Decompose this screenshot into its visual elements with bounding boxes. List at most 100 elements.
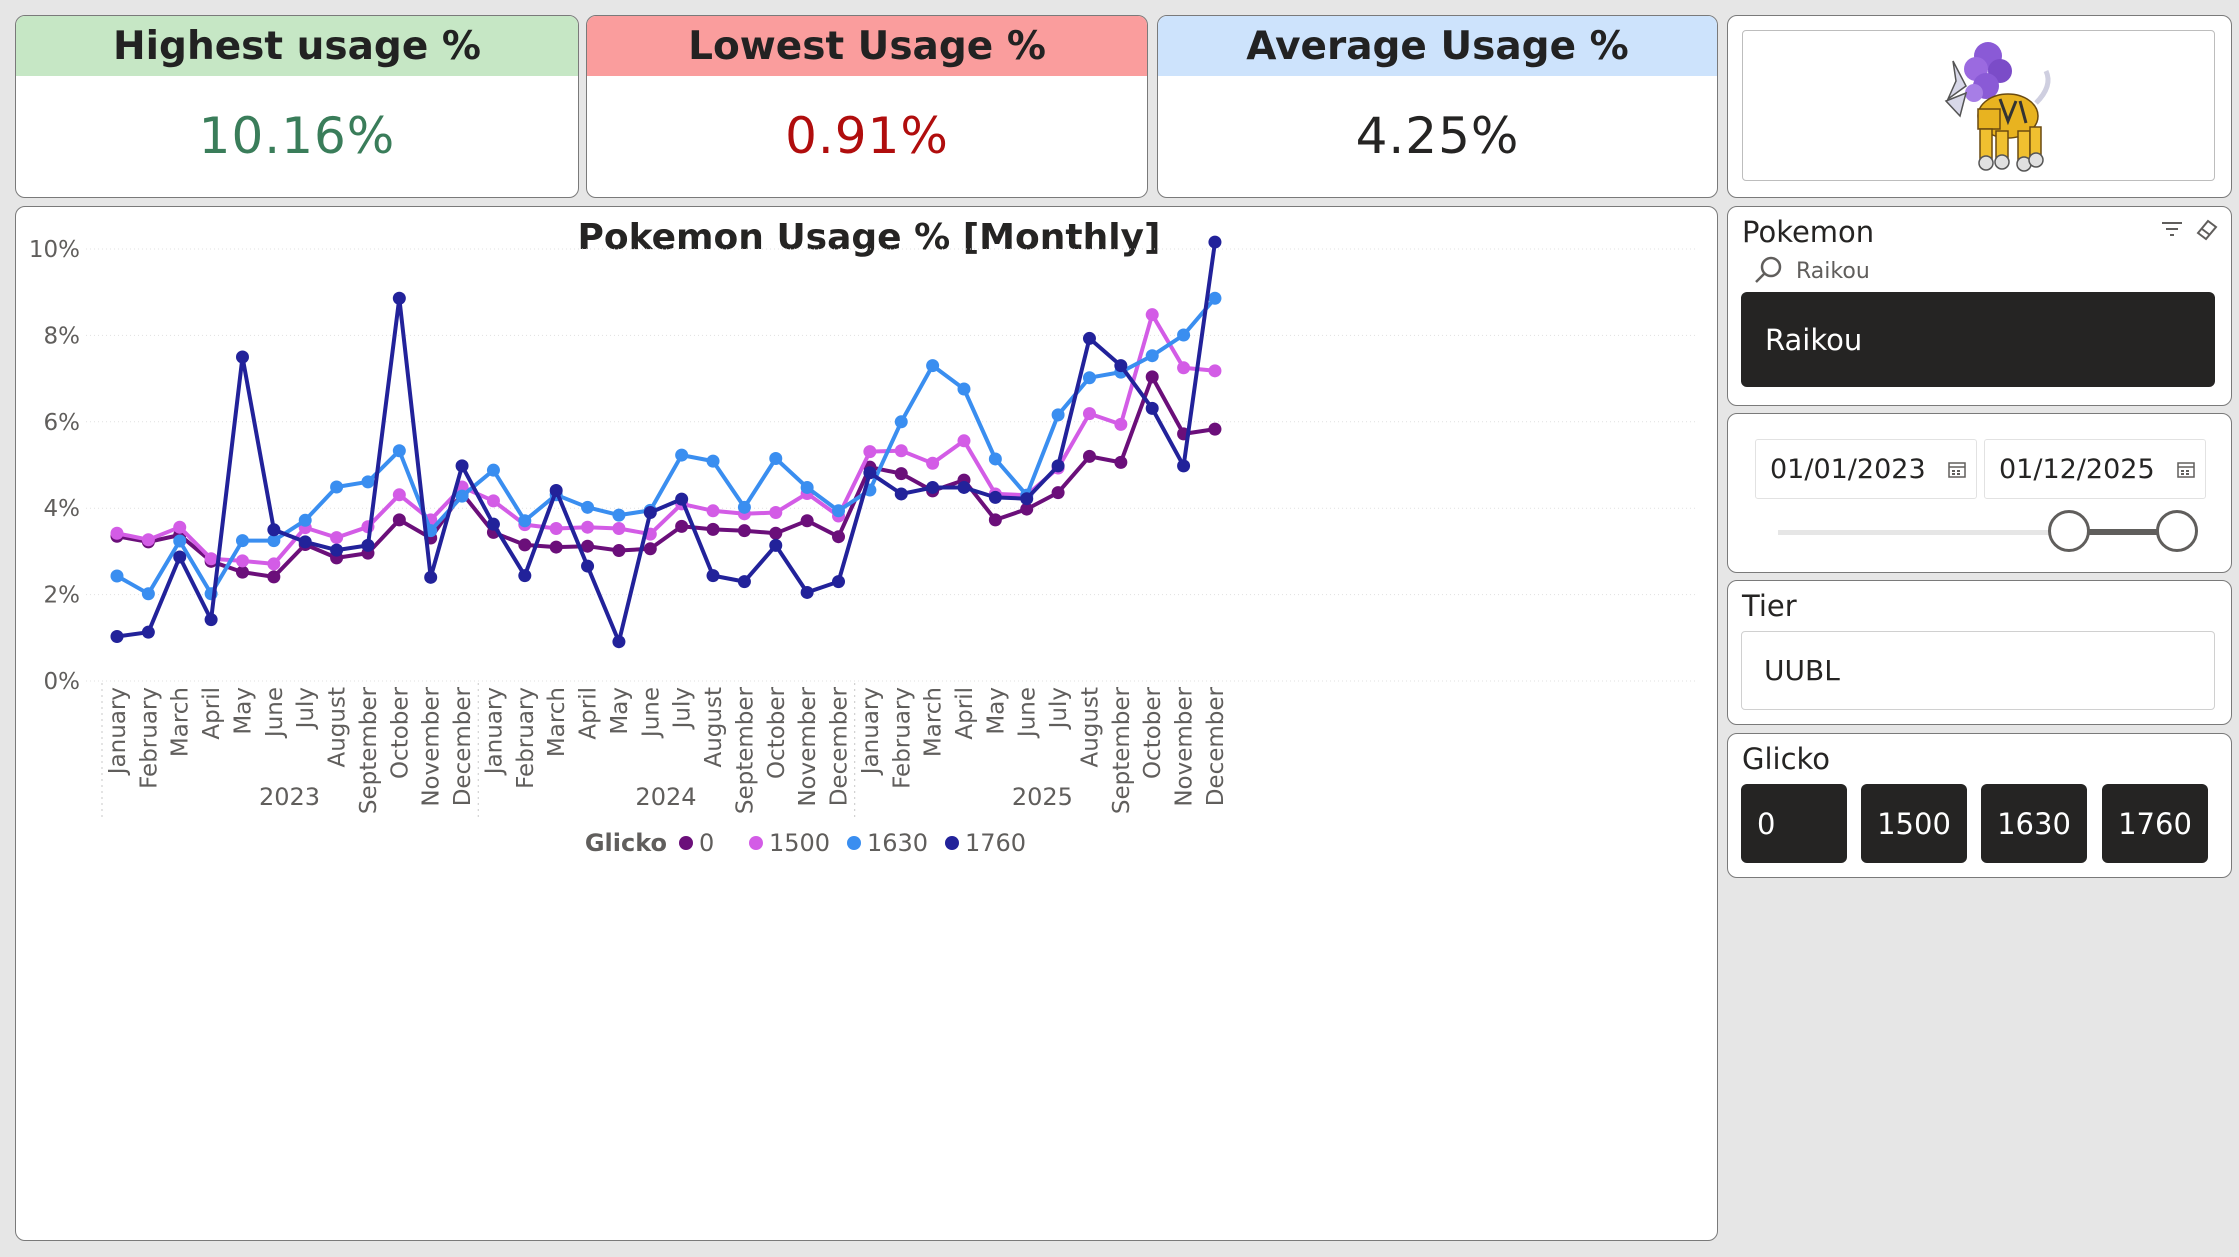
data-point[interactable] xyxy=(581,500,595,514)
data-point[interactable] xyxy=(1020,502,1034,516)
data-point[interactable] xyxy=(706,454,720,468)
data-point[interactable] xyxy=(769,506,783,520)
legend-label[interactable]: 1500 xyxy=(769,829,830,857)
data-point[interactable] xyxy=(926,456,940,470)
data-point[interactable] xyxy=(1051,486,1065,500)
data-point[interactable] xyxy=(675,448,689,462)
data-point[interactable] xyxy=(1208,235,1222,249)
data-point[interactable] xyxy=(894,444,908,458)
data-point[interactable] xyxy=(706,569,720,583)
filter-lines-icon[interactable] xyxy=(2160,219,2184,239)
data-point[interactable] xyxy=(706,504,720,518)
glicko-option-1630[interactable]: 1630 xyxy=(1981,784,2087,863)
data-point[interactable] xyxy=(1177,328,1191,342)
legend-label[interactable]: 1630 xyxy=(867,829,928,857)
data-point[interactable] xyxy=(1177,361,1191,375)
data-point[interactable] xyxy=(1082,331,1096,345)
data-point[interactable] xyxy=(706,522,720,536)
data-point[interactable] xyxy=(1114,455,1128,469)
data-point[interactable] xyxy=(392,488,406,502)
data-point[interactable] xyxy=(957,382,971,396)
data-point[interactable] xyxy=(1145,370,1159,384)
date-slider-start-handle[interactable] xyxy=(2048,510,2090,552)
data-point[interactable] xyxy=(926,480,940,494)
data-point[interactable] xyxy=(612,635,626,649)
data-point[interactable] xyxy=(643,506,657,520)
data-point[interactable] xyxy=(737,500,751,514)
data-point[interactable] xyxy=(1177,459,1191,473)
data-point[interactable] xyxy=(424,570,438,584)
legend-label[interactable]: 0 xyxy=(699,829,714,857)
data-point[interactable] xyxy=(141,625,155,639)
data-point[interactable] xyxy=(173,550,187,564)
data-point[interactable] xyxy=(988,513,1002,527)
data-point[interactable] xyxy=(1114,359,1128,373)
data-point[interactable] xyxy=(173,534,187,548)
glicko-option-1500[interactable]: 1500 xyxy=(1861,784,1967,863)
data-point[interactable] xyxy=(1145,349,1159,363)
data-point[interactable] xyxy=(455,459,469,473)
data-point[interactable] xyxy=(769,538,783,552)
data-point[interactable] xyxy=(298,535,312,549)
pokemon-option-raikou[interactable]: Raikou xyxy=(1741,292,2215,387)
calendar-icon[interactable] xyxy=(1948,460,1966,478)
data-point[interactable] xyxy=(800,480,814,494)
data-point[interactable] xyxy=(173,520,187,534)
data-point[interactable] xyxy=(235,534,249,548)
data-point[interactable] xyxy=(612,508,626,522)
data-point[interactable] xyxy=(957,480,971,494)
data-point[interactable] xyxy=(832,530,846,544)
eraser-icon[interactable] xyxy=(2194,217,2220,241)
data-point[interactable] xyxy=(894,467,908,481)
data-point[interactable] xyxy=(330,543,344,557)
data-point[interactable] xyxy=(267,523,281,537)
data-point[interactable] xyxy=(110,630,124,644)
data-point[interactable] xyxy=(204,552,218,566)
data-point[interactable] xyxy=(1082,407,1096,421)
data-point[interactable] xyxy=(204,613,218,627)
pokemon-search-input[interactable]: Raikou xyxy=(1796,259,1870,284)
data-point[interactable] xyxy=(737,575,751,589)
data-point[interactable] xyxy=(235,554,249,568)
data-point[interactable] xyxy=(581,520,595,534)
data-point[interactable] xyxy=(581,539,595,553)
data-point[interactable] xyxy=(769,452,783,466)
data-point[interactable] xyxy=(330,531,344,545)
data-point[interactable] xyxy=(141,533,155,547)
data-point[interactable] xyxy=(988,452,1002,466)
data-point[interactable] xyxy=(549,540,563,554)
data-point[interactable] xyxy=(392,444,406,458)
data-point[interactable] xyxy=(675,519,689,533)
data-point[interactable] xyxy=(392,291,406,305)
data-point[interactable] xyxy=(518,569,532,583)
data-point[interactable] xyxy=(110,569,124,583)
data-point[interactable] xyxy=(988,490,1002,504)
data-point[interactable] xyxy=(926,359,940,373)
legend-label[interactable]: 1760 xyxy=(965,829,1026,857)
calendar-icon[interactable] xyxy=(2177,460,2195,478)
data-point[interactable] xyxy=(486,517,500,531)
date-slider-track[interactable] xyxy=(1778,530,2178,535)
data-point[interactable] xyxy=(863,445,877,459)
data-point[interactable] xyxy=(141,587,155,601)
data-point[interactable] xyxy=(549,483,563,497)
data-point[interactable] xyxy=(675,492,689,506)
data-point[interactable] xyxy=(863,466,877,480)
end-date-input[interactable]: 01/12/2025 xyxy=(1984,439,2206,499)
data-point[interactable] xyxy=(486,463,500,477)
data-point[interactable] xyxy=(1051,408,1065,422)
data-point[interactable] xyxy=(361,475,375,489)
data-point[interactable] xyxy=(267,570,281,584)
data-point[interactable] xyxy=(549,522,563,536)
data-point[interactable] xyxy=(643,542,657,556)
glicko-option-0[interactable]: 0 xyxy=(1741,784,1847,863)
data-point[interactable] xyxy=(612,522,626,536)
data-point[interactable] xyxy=(235,350,249,364)
data-point[interactable] xyxy=(486,494,500,508)
data-point[interactable] xyxy=(235,565,249,579)
date-slider-end-handle[interactable] xyxy=(2156,510,2198,552)
data-point[interactable] xyxy=(1114,417,1128,431)
data-point[interactable] xyxy=(832,575,846,589)
data-point[interactable] xyxy=(1082,371,1096,385)
data-point[interactable] xyxy=(392,513,406,527)
